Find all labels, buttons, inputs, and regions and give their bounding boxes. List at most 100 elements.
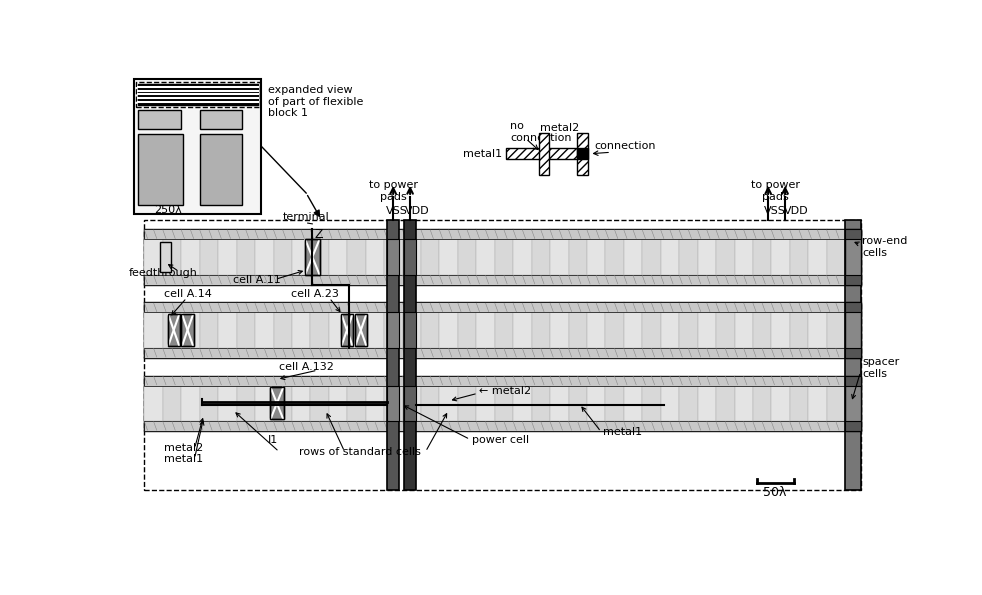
Bar (310, 312, 329, 348)
Bar (846, 220, 860, 490)
Bar (790, 312, 808, 348)
Bar (514, 386, 531, 421)
Bar (808, 312, 827, 348)
Text: feedthrough: feedthrough (129, 268, 198, 278)
Bar (735, 239, 753, 275)
Text: expanded view
of part of flexible
block 1: expanded view of part of flexible block … (268, 85, 363, 118)
Bar (329, 312, 348, 348)
Bar (514, 239, 531, 275)
Bar (387, 386, 400, 421)
Bar (421, 312, 440, 348)
Bar (255, 312, 274, 348)
Bar (808, 386, 827, 421)
Bar (680, 239, 697, 275)
Bar (624, 386, 642, 421)
Bar (772, 312, 790, 348)
Bar (495, 386, 514, 421)
Bar (182, 386, 199, 421)
Bar (168, 314, 180, 346)
Bar (827, 239, 846, 275)
Bar (790, 386, 808, 421)
Bar (846, 348, 860, 358)
Text: rows of standard cells: rows of standard cells (300, 447, 421, 457)
Bar (144, 275, 860, 284)
Bar (237, 312, 255, 348)
Bar (827, 386, 846, 421)
Bar (365, 239, 384, 275)
Bar (661, 239, 680, 275)
Bar (144, 229, 860, 239)
Bar (138, 134, 183, 205)
Bar (255, 239, 274, 275)
Bar (200, 134, 243, 205)
Text: 50λ: 50λ (763, 486, 787, 499)
Bar (495, 312, 514, 348)
Text: cell A.23: cell A.23 (291, 289, 339, 299)
Text: 250λ: 250λ (154, 205, 182, 215)
Bar (458, 239, 476, 275)
Text: ← metal2: ← metal2 (479, 386, 531, 396)
Bar (569, 239, 587, 275)
Bar (495, 239, 514, 275)
Bar (274, 239, 292, 275)
Text: VSS: VSS (764, 206, 787, 216)
Bar (384, 312, 403, 348)
Bar (218, 312, 237, 348)
Bar (329, 239, 348, 275)
Bar (292, 312, 310, 348)
Bar (846, 375, 860, 431)
Bar (404, 220, 416, 490)
Bar (163, 312, 182, 348)
Text: spacer
cells: spacer cells (862, 357, 900, 378)
Bar (199, 386, 218, 421)
Bar (661, 312, 680, 348)
Bar (404, 386, 416, 421)
Bar (846, 229, 860, 284)
Bar (341, 314, 354, 346)
Bar (421, 386, 440, 421)
Bar (365, 312, 384, 348)
Bar (716, 386, 735, 421)
Bar (550, 312, 569, 348)
Text: metal1: metal1 (603, 427, 641, 437)
Text: metal1: metal1 (464, 149, 503, 159)
Bar (144, 302, 860, 312)
Bar (680, 386, 697, 421)
Bar (753, 239, 772, 275)
Bar (440, 239, 458, 275)
Bar (440, 312, 458, 348)
Bar (200, 110, 243, 129)
Bar (292, 239, 310, 275)
Bar (237, 239, 255, 275)
Bar (384, 239, 403, 275)
Text: power cell: power cell (471, 435, 529, 445)
Text: I1: I1 (268, 435, 278, 445)
Bar (348, 386, 365, 421)
Text: VSS: VSS (386, 206, 408, 216)
Bar (680, 312, 697, 348)
Bar (716, 312, 735, 348)
Bar (329, 386, 348, 421)
Bar (135, 79, 261, 214)
Bar (531, 312, 550, 348)
Text: row-end
cells: row-end cells (862, 236, 907, 258)
Bar (846, 302, 860, 358)
Bar (846, 275, 860, 284)
Bar (790, 239, 808, 275)
Bar (136, 82, 260, 107)
Bar (199, 239, 218, 275)
Bar (735, 386, 753, 421)
Text: terminal: terminal (283, 212, 330, 223)
Bar (697, 386, 716, 421)
Bar (365, 386, 384, 421)
Bar (808, 239, 827, 275)
Bar (387, 239, 400, 275)
Bar (624, 312, 642, 348)
Bar (144, 312, 163, 348)
Bar (514, 312, 531, 348)
Bar (182, 314, 193, 346)
Bar (624, 239, 642, 275)
Bar (310, 386, 329, 421)
Bar (642, 239, 661, 275)
Bar (476, 386, 495, 421)
